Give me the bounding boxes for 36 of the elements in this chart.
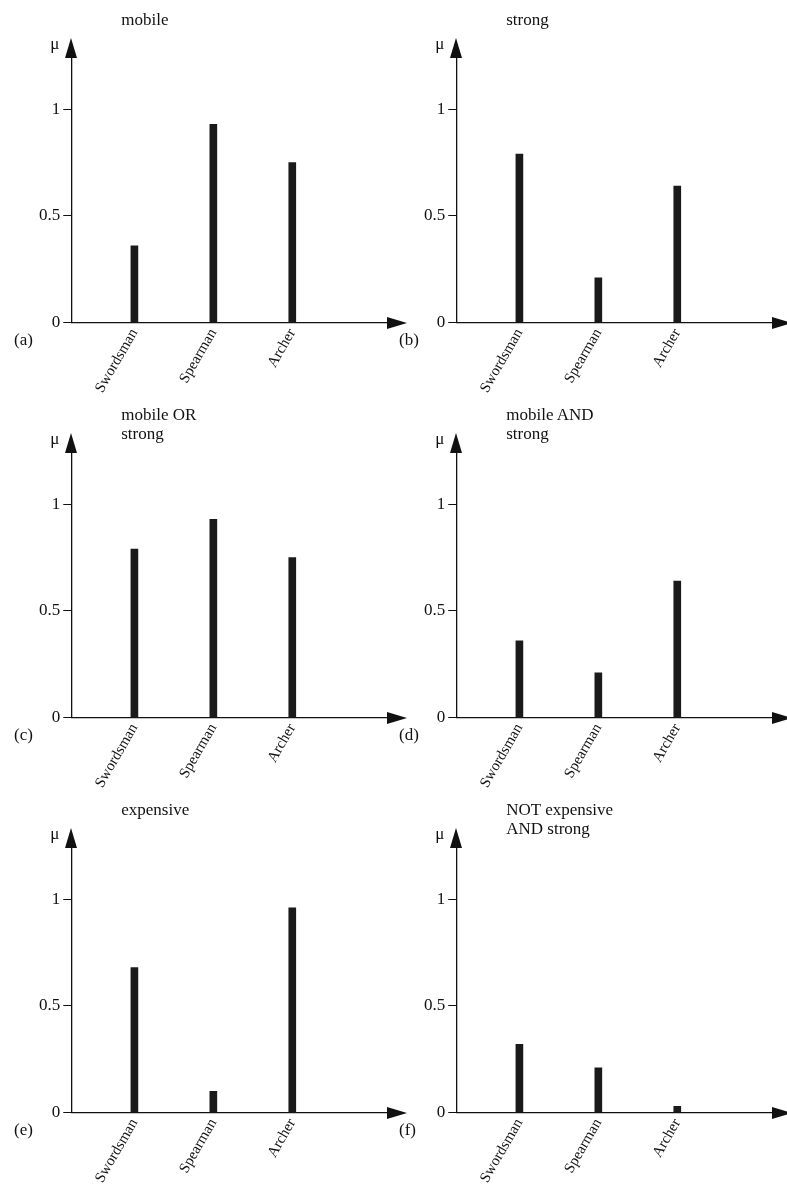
chart-title: expensive [121, 799, 190, 819]
y-tick-label: 0.5 [424, 205, 446, 225]
y-tick-label: 0.5 [424, 995, 446, 1015]
y-tick-label: 0 [51, 1102, 61, 1122]
y-tick-label: 1 [51, 98, 61, 118]
chart-title: NOT expensive AND strong [506, 799, 614, 838]
y-tick-label: 1 [436, 888, 446, 908]
y-tick-label: 0.5 [424, 600, 446, 620]
chart-title: strong [506, 9, 550, 29]
y-tick-label: 0.5 [39, 205, 61, 225]
y-axis-title: μ [435, 428, 445, 448]
text: (d) [399, 725, 419, 745]
text: (e) [14, 1120, 33, 1140]
text: (a) [14, 330, 33, 350]
y-tick-label: 1 [51, 888, 61, 908]
y-axis-title: μ [50, 823, 60, 843]
chart-title: mobile [121, 9, 169, 29]
text: (b) [399, 330, 419, 350]
y-tick-label: 0.5 [39, 600, 61, 620]
y-tick-label: 1 [51, 493, 61, 513]
y-tick-label: 1 [436, 493, 446, 513]
y-tick-label: 0 [436, 312, 446, 332]
y-axis-title: μ [435, 823, 445, 843]
y-axis-title: μ [50, 428, 60, 448]
y-tick-label: 0.5 [39, 995, 61, 1015]
text: (c) [14, 725, 33, 745]
y-tick-label: 0 [436, 1102, 446, 1122]
text: (f) [399, 1120, 416, 1140]
y-axis-title: μ [435, 33, 445, 53]
y-tick-label: 1 [436, 98, 446, 118]
y-tick-label: 0 [436, 707, 446, 727]
chart-title: mobile OR strong [121, 404, 197, 443]
y-axis-title: μ [50, 33, 60, 53]
chart-title: mobile AND strong [506, 404, 594, 443]
y-tick-label: 0 [51, 312, 61, 332]
y-tick-label: 0 [51, 707, 61, 727]
